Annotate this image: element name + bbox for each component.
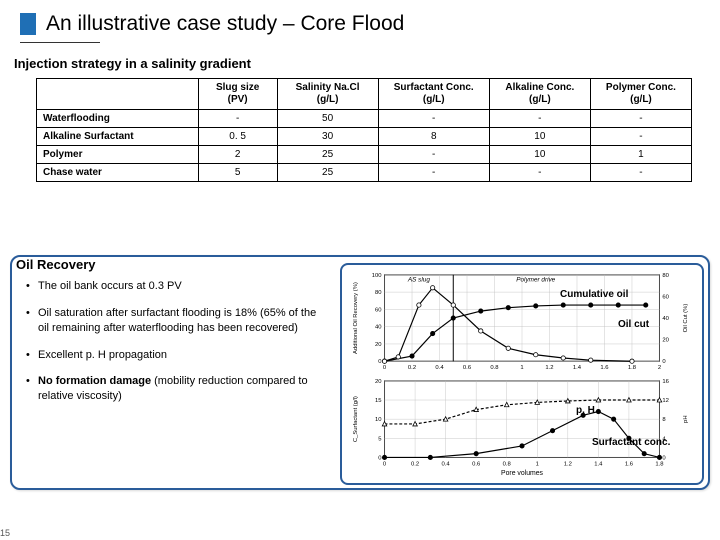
recovery-bullets: The oil bank occurs at 0.3 PV Oil saturat… — [26, 279, 326, 416]
svg-text:Pore volumes: Pore volumes — [501, 470, 544, 477]
recovery-title: Oil Recovery — [16, 257, 96, 272]
svg-text:100: 100 — [372, 273, 383, 279]
bullet-item: Excellent p. H propagation — [26, 348, 326, 363]
subtitle: Injection strategy in a salinity gradien… — [14, 56, 251, 71]
title-bar: An illustrative case study – Core Flood — [20, 12, 404, 36]
svg-text:40: 40 — [375, 325, 382, 331]
svg-text:20: 20 — [662, 338, 669, 344]
svg-text:1.6: 1.6 — [600, 365, 609, 371]
svg-text:10: 10 — [375, 417, 382, 423]
svg-text:1: 1 — [536, 461, 539, 467]
svg-text:0.6: 0.6 — [472, 461, 481, 467]
svg-text:0: 0 — [378, 455, 382, 461]
ann-surf: Surfactant conc. — [592, 437, 670, 448]
svg-text:1.2: 1.2 — [564, 461, 572, 467]
svg-text:Oil Cut (%): Oil Cut (%) — [683, 304, 689, 333]
svg-text:20: 20 — [375, 379, 382, 385]
svg-text:0.2: 0.2 — [411, 461, 419, 467]
accent-block — [20, 13, 36, 35]
svg-text:60: 60 — [375, 307, 382, 313]
svg-text:40: 40 — [662, 316, 669, 322]
svg-text:2: 2 — [658, 365, 661, 371]
svg-text:1.8: 1.8 — [628, 365, 637, 371]
svg-text:AS slug: AS slug — [407, 277, 430, 284]
svg-text:1.2: 1.2 — [545, 365, 553, 371]
recovery-chart: 00.20.40.60.811.21.41.61.820204060801000… — [340, 263, 704, 485]
svg-text:16: 16 — [662, 379, 669, 385]
svg-text:1.4: 1.4 — [594, 461, 603, 467]
title-underline — [20, 42, 100, 43]
svg-text:1.6: 1.6 — [625, 461, 634, 467]
svg-text:0: 0 — [383, 365, 387, 371]
ann-oilcut: Oil cut — [618, 319, 649, 330]
svg-text:60: 60 — [662, 294, 669, 300]
svg-text:0.4: 0.4 — [435, 365, 444, 371]
recovery-box: Oil Recovery The oil bank occurs at 0.3 … — [10, 255, 710, 490]
svg-text:15: 15 — [375, 398, 382, 404]
svg-text:0: 0 — [378, 359, 382, 365]
svg-text:0.8: 0.8 — [490, 365, 499, 371]
svg-text:0: 0 — [662, 455, 666, 461]
bullet-item: The oil bank occurs at 0.3 PV — [26, 279, 326, 294]
svg-text:1.4: 1.4 — [573, 365, 582, 371]
svg-text:0: 0 — [383, 461, 387, 467]
slide-title: An illustrative case study – Core Flood — [46, 12, 404, 36]
ann-cumulative: Cumulative oil — [560, 289, 628, 300]
svg-text:8: 8 — [662, 417, 666, 423]
bullet-item: No formation damage (mobility reduction … — [26, 374, 326, 404]
svg-text:Additional Oil Recovery (%): Additional Oil Recovery (%) — [353, 282, 359, 354]
svg-text:0.4: 0.4 — [442, 461, 451, 467]
svg-text:pH: pH — [683, 415, 689, 423]
svg-text:80: 80 — [375, 290, 382, 296]
svg-text:Polymer drive: Polymer drive — [516, 277, 555, 284]
svg-text:12: 12 — [662, 398, 669, 404]
page-number: 15 — [0, 528, 10, 538]
injection-table: Slug size(PV)Salinity Na.Cl(g/L)Surfacta… — [36, 78, 692, 182]
svg-text:0.2: 0.2 — [408, 365, 416, 371]
svg-text:1: 1 — [520, 365, 523, 371]
svg-text:0.8: 0.8 — [503, 461, 512, 467]
svg-text:80: 80 — [662, 273, 669, 279]
svg-text:20: 20 — [375, 342, 382, 348]
svg-text:0.6: 0.6 — [463, 365, 472, 371]
svg-text:0: 0 — [662, 359, 666, 365]
slide: An illustrative case study – Core Flood … — [0, 0, 720, 540]
bullet-item: Oil saturation after surfactant flooding… — [26, 306, 326, 336]
ann-ph: p. H — [576, 405, 595, 416]
svg-text:C_Surfactant (g/l): C_Surfactant (g/l) — [353, 396, 359, 442]
svg-text:5: 5 — [378, 436, 382, 442]
svg-text:1.8: 1.8 — [655, 461, 664, 467]
